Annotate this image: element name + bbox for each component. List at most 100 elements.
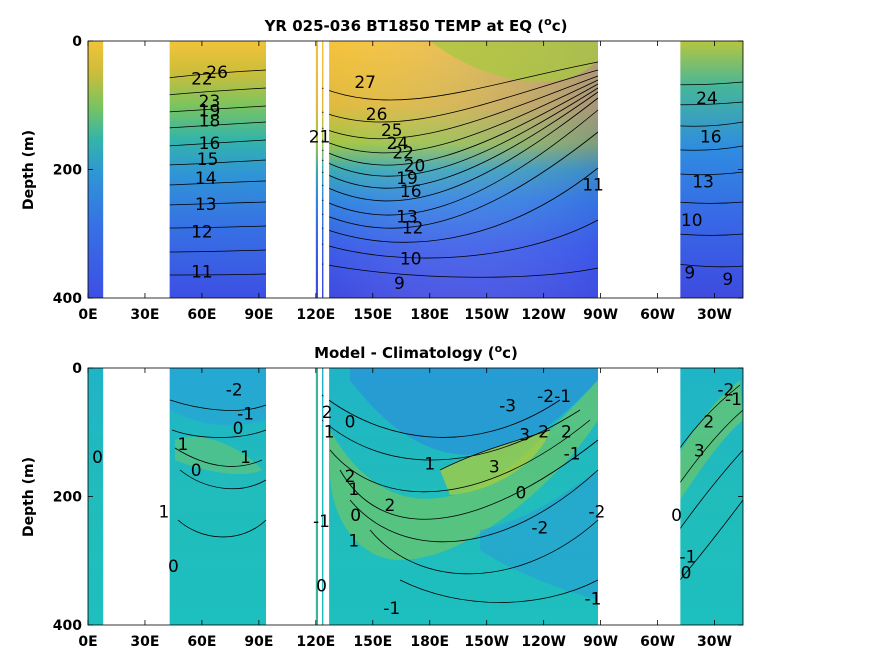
panel-title: YR 025-036 BT1850 TEMP at EQ (oc) [264,15,568,35]
contour-label: 1 [159,503,170,523]
y-tick-label: 400 [53,291,82,307]
contour-label: 18 [199,111,221,131]
land-mask [272,368,316,625]
x-tick-label: 60E [187,634,216,650]
x-tick-label: 30W [697,307,732,323]
x-tick-label: 60E [187,307,216,323]
contour-label: 0 [345,413,356,433]
contour-label: -1 [585,589,602,609]
x-tick-label: 120W [521,634,566,650]
field-pos-core [440,430,550,495]
contour-label: 0 [168,557,179,577]
contour-label: 2 [322,403,333,423]
contour-label: 1 [240,448,251,468]
contour-label: 24 [696,89,718,109]
y-axis-label: Depth (m) [21,130,37,210]
x-tick-label: 120W [521,307,566,323]
contour-label: 13 [195,195,217,215]
land-mask [323,41,330,298]
contour-label: 2 [703,413,714,433]
contour-label: 19 [199,102,221,122]
x-tick-label: 30E [130,634,159,650]
y-tick-label: 0 [72,361,82,377]
data-field [88,368,743,625]
contour-label: 10 [681,211,703,231]
contour-label: 16 [199,134,221,154]
contour-label: -1 [725,390,742,410]
contour-label: 0 [515,483,526,503]
land-mask [103,41,170,298]
x-tick-label: 90E [244,307,273,323]
contour-lines [169,384,744,603]
y-tick-label: 400 [53,618,82,634]
x-tick-label: 30E [130,307,159,323]
x-tick-label: 150E [353,634,392,650]
contour-label: 22 [392,143,414,163]
x-tick-label: 120E [296,307,335,323]
contour-label: 14 [195,169,217,189]
contour-label: -2 [537,387,554,407]
contour-label: 0 [681,564,692,584]
contour-label: 19 [396,169,418,189]
contour-label: 3 [489,458,500,478]
contour-label: 12 [402,219,424,239]
x-tick-label: 180E [410,634,449,650]
y-axis-label: Depth (m) [21,457,37,537]
panel-temperature: YR 025-036 BT1850 TEMP at EQ (oc) [21,15,744,323]
contour-label: -2 [588,503,605,523]
y-tick-label: 0 [72,34,82,50]
field-neg-indian [170,368,266,426]
land-mask [323,368,330,625]
contour-label: 1 [324,422,335,442]
contour-label: 0 [191,461,202,481]
field-pos-atlantic [665,380,743,500]
contour-label: -1 [564,445,581,465]
contour-label: 1 [424,454,435,474]
contour-label: -2 [531,519,548,539]
panel-title: Model - Climatology (oc) [314,342,518,362]
contour-label: 13 [692,172,714,192]
contour-label: 22 [191,70,213,90]
x-tick-label: 150E [353,307,392,323]
x-tick-label: 90W [583,634,618,650]
contour-label: 11 [191,262,213,282]
contour-label: 9 [684,264,695,284]
contour-label: 25 [381,121,403,141]
field-atlantic-east [88,41,104,298]
contour-label: 3 [694,442,705,462]
field-neg-east-pacific [480,470,598,600]
land-mask [612,41,681,298]
field-atlantic-east [88,368,104,625]
land-mask [103,368,170,625]
contour-label: 1 [178,435,189,455]
contour-label: 0 [671,506,682,526]
contour-label: 1 [348,480,359,500]
x-tick-label: 150W [464,307,509,323]
contour-label: 2 [345,467,356,487]
contour-label: -1 [237,404,254,424]
field-pacific-warm-tongue [430,41,598,82]
x-tick-label: 150W [464,634,509,650]
land-mask [612,368,681,625]
contour-label: 9 [722,270,733,290]
contour-label: 12 [191,222,213,242]
y-tick-label: 200 [53,490,82,506]
contour-label: -1 [554,387,571,407]
contour-label: -2 [717,380,734,400]
contour-label: 21 [309,127,331,147]
field-pos-indian [175,436,262,475]
x-tick-label: 0E [78,634,97,650]
x-tick-label: 30W [697,634,732,650]
land-mask [272,41,316,298]
contour-label: -2 [226,380,243,400]
contour-label: 9 [394,274,405,294]
x-tick-label: 90E [244,634,273,650]
contour-label: -1 [383,599,400,619]
x-tick-label: 180E [410,307,449,323]
x-tick-labels: 0E 30E 60E 90E 120E 150E 180E 150W 120W 90W 60W 30W [78,368,732,650]
panel-difference: Model - Climatology (oc) [21,342,744,650]
